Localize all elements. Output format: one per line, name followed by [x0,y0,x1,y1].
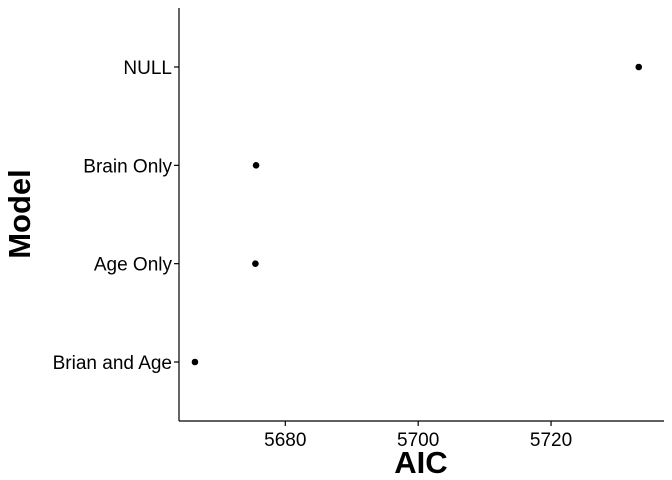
x-tick-label: 5700 [397,430,439,451]
y-tick-label: Age Only [94,255,173,276]
y-axis-title: Model [2,169,37,259]
data-point [252,162,260,169]
data-point [252,260,259,267]
data-point [635,63,643,71]
y-tick-label: Brian and Age [53,353,172,374]
x-axis-title: AIC [394,445,447,480]
y-tick-label: Brain Only [83,156,172,177]
data-point [191,358,199,366]
y-axis-ticks: Brian and Age Age Only Brain Only NULL [53,58,179,374]
x-axis-ticks: 5680 5700 5720 [264,421,572,451]
y-tick-label: NULL [123,58,172,79]
x-tick-label: 5720 [530,430,572,451]
data-points [191,63,643,366]
x-tick-label: 5680 [264,430,306,451]
